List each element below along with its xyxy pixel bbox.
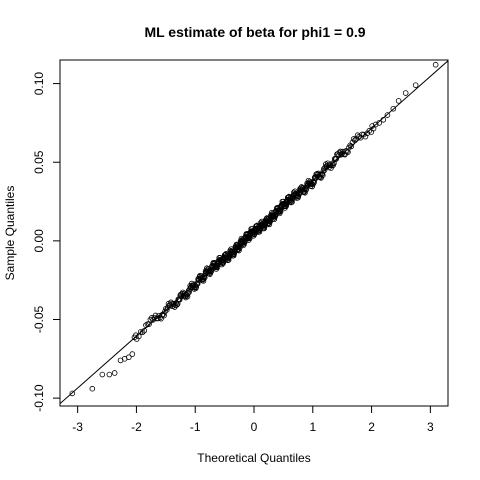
data-point <box>362 133 369 140</box>
y-tick-label: 0.00 <box>32 229 46 253</box>
y-tick-label: -0.10 <box>32 384 46 412</box>
data-point <box>162 308 168 315</box>
data-point <box>125 354 132 361</box>
data-point <box>141 327 148 334</box>
x-tick-label: 3 <box>427 420 434 434</box>
data-point <box>225 257 232 263</box>
x-axis: -3 -2 -1 0 1 2 3 <box>72 405 434 434</box>
data-point <box>231 251 237 258</box>
y-tick-label: -0.05 <box>32 306 46 334</box>
data-point <box>251 230 258 237</box>
data-point <box>89 385 96 392</box>
data-point <box>376 120 383 126</box>
data-point <box>135 333 142 340</box>
y-axis-label: Sample Quantiles <box>3 186 17 281</box>
data-point <box>69 390 76 397</box>
x-tick-label: -1 <box>190 420 201 434</box>
data-point <box>380 116 387 123</box>
data-point <box>158 315 164 322</box>
data-point <box>261 224 268 230</box>
chart-title: ML estimate of beta for phi1 = 0.9 <box>144 24 365 40</box>
data-point <box>106 371 113 378</box>
x-tick-label: -3 <box>72 420 83 434</box>
data-point <box>395 98 402 104</box>
data-point <box>164 307 170 313</box>
x-tick-label: 1 <box>309 420 316 434</box>
data-point <box>256 228 263 235</box>
data-point <box>246 235 253 242</box>
data-point <box>139 329 146 336</box>
data-point <box>402 90 409 96</box>
data-point <box>350 136 357 142</box>
data-point <box>111 370 118 376</box>
data-point <box>143 322 149 328</box>
data-point <box>129 351 136 357</box>
data-point <box>174 302 180 308</box>
data-point <box>213 266 220 272</box>
data-point <box>99 371 106 378</box>
data-point <box>186 289 192 295</box>
data-point <box>352 137 358 144</box>
x-tick-label: 0 <box>251 420 258 434</box>
data-point <box>412 82 419 88</box>
data-point <box>214 264 221 271</box>
data-point <box>283 202 290 208</box>
points-layer <box>69 61 439 397</box>
data-point <box>220 259 227 266</box>
x-tick-label: -2 <box>131 420 142 434</box>
data-point <box>161 312 167 319</box>
data-point <box>193 284 200 290</box>
y-tick-label: 0.05 <box>32 150 46 174</box>
x-axis-label: Theoretical Quantiles <box>197 451 310 465</box>
data-point <box>372 121 379 128</box>
y-axis: -0.10 -0.05 0.00 0.05 0.10 <box>32 72 61 412</box>
data-point <box>338 151 344 158</box>
x-tick-label: 2 <box>368 420 375 434</box>
y-tick-label: 0.10 <box>32 72 46 96</box>
data-point <box>432 61 439 68</box>
data-point <box>289 199 295 205</box>
data-point <box>390 105 397 112</box>
data-point <box>369 123 375 129</box>
data-point <box>348 143 355 150</box>
data-point <box>242 238 248 245</box>
data-point <box>319 172 326 178</box>
data-point <box>384 112 391 118</box>
